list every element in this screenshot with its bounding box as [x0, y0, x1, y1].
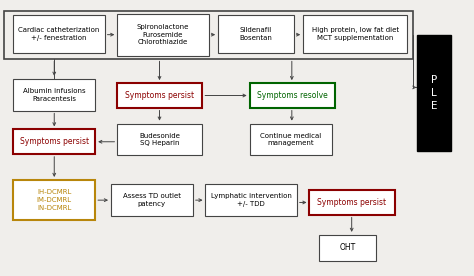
FancyBboxPatch shape [117, 124, 202, 155]
Text: IH-DCMRL
IM-DCMRL
IN-DCMRL: IH-DCMRL IM-DCMRL IN-DCMRL [36, 189, 72, 211]
Text: High protein, low fat diet
MCT supplementation: High protein, low fat diet MCT supplemen… [311, 27, 399, 41]
FancyBboxPatch shape [250, 124, 331, 155]
Text: Continue medical
management: Continue medical management [260, 132, 321, 146]
FancyBboxPatch shape [310, 190, 394, 215]
FancyBboxPatch shape [303, 15, 407, 53]
Text: Sildenafil
Bosentan: Sildenafil Bosentan [239, 27, 273, 41]
Text: Symptoms resolve: Symptoms resolve [257, 91, 328, 100]
FancyBboxPatch shape [319, 235, 375, 261]
Text: Albumin infusions
Paracentesis: Albumin infusions Paracentesis [23, 88, 86, 102]
FancyBboxPatch shape [13, 79, 95, 111]
Text: Cardiac catheterization
+/- fenestration: Cardiac catheterization +/- fenestration [18, 27, 100, 41]
Text: Budesonide
SQ Heparin: Budesonide SQ Heparin [139, 132, 180, 146]
FancyBboxPatch shape [218, 15, 294, 53]
Text: P
L
E: P L E [431, 75, 437, 111]
Text: Symptoms persist: Symptoms persist [20, 137, 89, 146]
Text: OHT: OHT [339, 243, 356, 252]
FancyBboxPatch shape [13, 15, 105, 53]
FancyBboxPatch shape [13, 129, 95, 154]
FancyBboxPatch shape [250, 83, 335, 108]
Text: Lymphatic intervention
+/- TDD: Lymphatic intervention +/- TDD [211, 193, 292, 207]
FancyBboxPatch shape [111, 184, 193, 216]
FancyBboxPatch shape [206, 184, 297, 216]
Text: Spironolactone
Furosemide
Chlorothiazide: Spironolactone Furosemide Chlorothiazide [137, 24, 189, 46]
FancyBboxPatch shape [117, 83, 202, 108]
FancyBboxPatch shape [13, 180, 95, 220]
Text: Assess TD outlet
patency: Assess TD outlet patency [123, 193, 181, 207]
FancyBboxPatch shape [117, 14, 209, 56]
FancyBboxPatch shape [417, 35, 451, 151]
Text: Symptoms persist: Symptoms persist [125, 91, 194, 100]
Text: Symptoms persist: Symptoms persist [318, 198, 387, 207]
